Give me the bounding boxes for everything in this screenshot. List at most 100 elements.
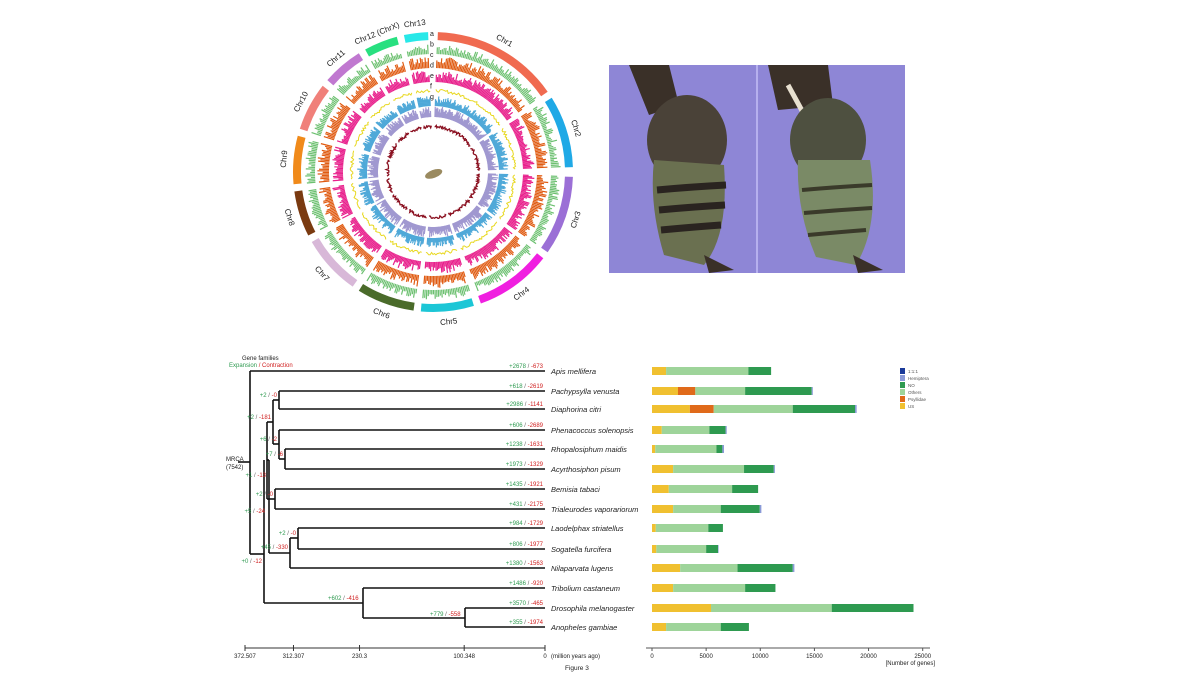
track-bars (455, 212, 493, 242)
expansion-count: +2986 (506, 402, 524, 408)
gene-family-count: +602 / -416 (328, 596, 359, 602)
bar-segment-psyllidae (689, 405, 714, 413)
track-bars (371, 52, 403, 70)
chromosome-label: Chr6 (372, 306, 392, 321)
track-line (392, 194, 408, 211)
gene-family-count: +45 / -330 (261, 545, 289, 551)
count-separator: / (523, 402, 528, 408)
expansion-count: +618 (509, 384, 523, 390)
count-separator: / (523, 542, 528, 548)
bar-segment-us (652, 564, 681, 572)
count-separator: / (286, 531, 291, 537)
bar-segment-no (748, 367, 772, 375)
track-line (398, 132, 410, 143)
bar-segment-us (652, 426, 662, 434)
contraction-count: -558 (449, 612, 462, 618)
chromosome-band (294, 190, 316, 236)
expansion-count: +1435 (506, 482, 524, 488)
contraction-count: -2689 (528, 423, 544, 429)
legend-label: Psyllidae (908, 397, 927, 402)
track-bars (367, 156, 380, 179)
count-separator: / (523, 462, 528, 468)
x-axis-label: [Number of genes] (886, 661, 936, 667)
track-bars (436, 57, 525, 113)
track-line (460, 221, 498, 251)
bar-segment-us (652, 445, 656, 453)
gene-family-count: +1435 / -1921 (506, 482, 544, 488)
bar-segment-no (716, 445, 723, 453)
track-bars (520, 111, 548, 169)
species-label: Bemisia tabaci (551, 485, 600, 494)
chromosome-band (478, 253, 544, 304)
track-bars (423, 271, 466, 288)
bar-segment-us (652, 405, 690, 413)
track-line (435, 88, 501, 126)
track-line (428, 213, 447, 220)
chromosome-band (327, 53, 364, 86)
track-line (415, 89, 431, 94)
count-separator: / (523, 423, 528, 429)
gene-family-count: +7 / -6 (266, 452, 284, 458)
track-line (361, 212, 387, 240)
bar-segment-others (661, 426, 710, 434)
chromosome-band (358, 283, 415, 311)
contraction-count: -1631 (528, 442, 544, 448)
count-separator: / (251, 509, 256, 515)
expansion-count: +2 (247, 415, 255, 421)
expansion-count: +3570 (509, 601, 527, 607)
bar-segment-us (652, 367, 667, 375)
track-bars (345, 74, 379, 105)
track-bars (336, 64, 371, 96)
track-bars (506, 174, 535, 231)
legend-label: Others (908, 390, 922, 395)
contraction-count: -1974 (528, 620, 544, 626)
bar-segment-others (673, 465, 745, 473)
expansion-count: +806 (509, 542, 523, 548)
count-separator: / (252, 473, 257, 479)
bar-segment-us (652, 545, 657, 553)
track-bars (434, 96, 493, 135)
contraction-count: -920 (531, 581, 544, 587)
gene-family-count: +5 / -24 (244, 509, 265, 515)
gene-family-count: +1238 / -1631 (506, 442, 544, 448)
track-bars (436, 45, 537, 105)
track-line (386, 178, 393, 193)
bar-segment-no (709, 426, 726, 434)
axis-tick-label: 372.507 (234, 654, 256, 660)
bar-segment-us (652, 623, 667, 631)
expansion-count: +1380 (506, 561, 524, 567)
count-separator: / (254, 415, 259, 421)
track-line (410, 126, 422, 133)
track-bars (435, 71, 514, 121)
chromosome-band (311, 238, 358, 287)
count-separator: / (523, 442, 528, 448)
chromosome-label: Chr4 (512, 285, 532, 303)
track-bars (317, 143, 333, 183)
x-tick-label: 10000 (752, 654, 769, 660)
bar-segment-others (680, 564, 738, 572)
gene-family-count: +618 / -2619 (509, 384, 544, 390)
track-bars (358, 181, 375, 206)
track-bars (422, 284, 470, 300)
bar-segment-no (792, 405, 856, 413)
gene-family-count: +6 / -2 (260, 437, 278, 443)
expansion-count: +431 (509, 502, 523, 508)
bar-segment-hemiptera (759, 505, 762, 513)
axis-tick-label: 230.3 (352, 654, 368, 660)
track-bars (408, 57, 430, 71)
track-line (408, 208, 427, 219)
contraction-count: -24 (256, 509, 265, 515)
species-label: Drosophila melanogaster (551, 604, 635, 613)
bar-segment-others (695, 387, 746, 395)
legend-label: Hemiptera (908, 376, 929, 381)
legend-label: 1:1:1 (908, 369, 919, 374)
chromosome-label: Chr7 (313, 264, 332, 283)
gene-family-count: +2 / -0 (260, 393, 278, 399)
contraction-count: -0 (272, 393, 278, 399)
count-separator: / (267, 437, 272, 443)
bar-segment-us (652, 524, 656, 532)
expansion-count: +2678 (509, 364, 527, 370)
chromosome-label: Chr3 (569, 210, 583, 230)
